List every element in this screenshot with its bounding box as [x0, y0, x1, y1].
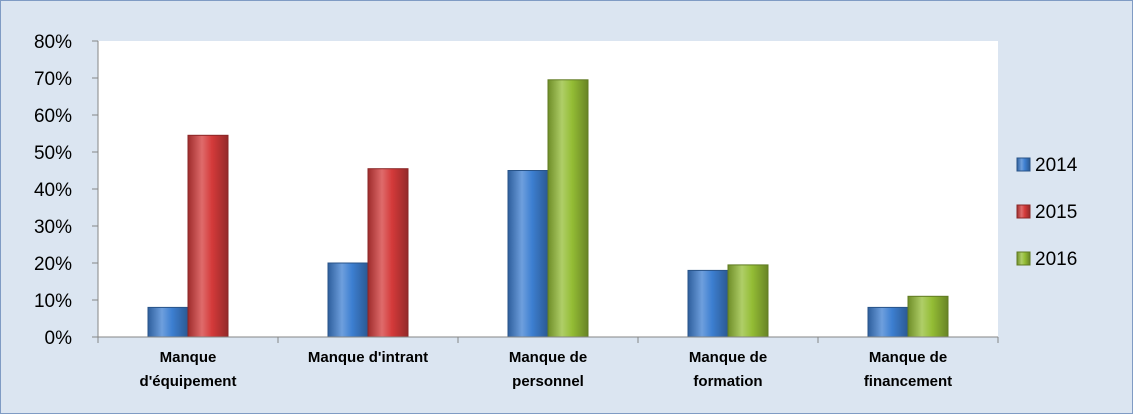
axes-layer [92, 40, 999, 343]
bar-2015-cat-1 [367, 168, 409, 338]
y-tick-label: 30% [34, 217, 72, 238]
y-tick-label: 20% [34, 254, 72, 275]
y-tick-label: 80% [34, 32, 72, 53]
y-tick-label: 50% [34, 143, 72, 164]
legend-swatch-2015 [1016, 204, 1031, 219]
y-tick-label: 60% [34, 106, 72, 127]
bar-2014-cat-4 [867, 306, 909, 338]
y-tick-label: 70% [34, 69, 72, 90]
legend-label-2015: 2015 [1035, 202, 1077, 223]
y-tick-label: 0% [45, 328, 73, 349]
bar-2014-cat-2 [507, 170, 549, 338]
x-category-label: Manque d'intrant [308, 349, 428, 366]
x-category-label: Manque de formation [689, 349, 767, 390]
bars-layer [147, 79, 949, 338]
y-tick-label: 10% [34, 291, 72, 312]
x-category-label: Manque d'équipement [140, 349, 237, 390]
bar-2016-cat-3 [727, 264, 769, 338]
legend-swatch-2014 [1016, 157, 1031, 172]
legend-label-2016: 2016 [1035, 249, 1077, 270]
bar-2016-cat-4 [907, 295, 949, 338]
bar-2015-cat-0 [187, 134, 229, 338]
y-tick-label: 40% [34, 180, 72, 201]
bar-2014-cat-3 [687, 269, 729, 338]
legend-swatch-2016 [1016, 251, 1031, 266]
legend-label-2014: 2014 [1035, 155, 1078, 176]
x-category-label: Manque de financement [864, 349, 952, 390]
legend: 2014 2015 2016 [1016, 155, 1078, 270]
bar-2016-cat-2 [547, 79, 589, 338]
bar-2014-cat-0 [147, 306, 189, 338]
y-tick-labels: 0% 10% 20% 30% 40% 50% 60% 70% 80% [34, 32, 72, 349]
bar-2014-cat-1 [327, 262, 369, 338]
x-category-labels: Manque d'équipement Manque d'intrant Manque… [140, 349, 953, 390]
x-category-label: Manque de personnel [509, 349, 587, 390]
